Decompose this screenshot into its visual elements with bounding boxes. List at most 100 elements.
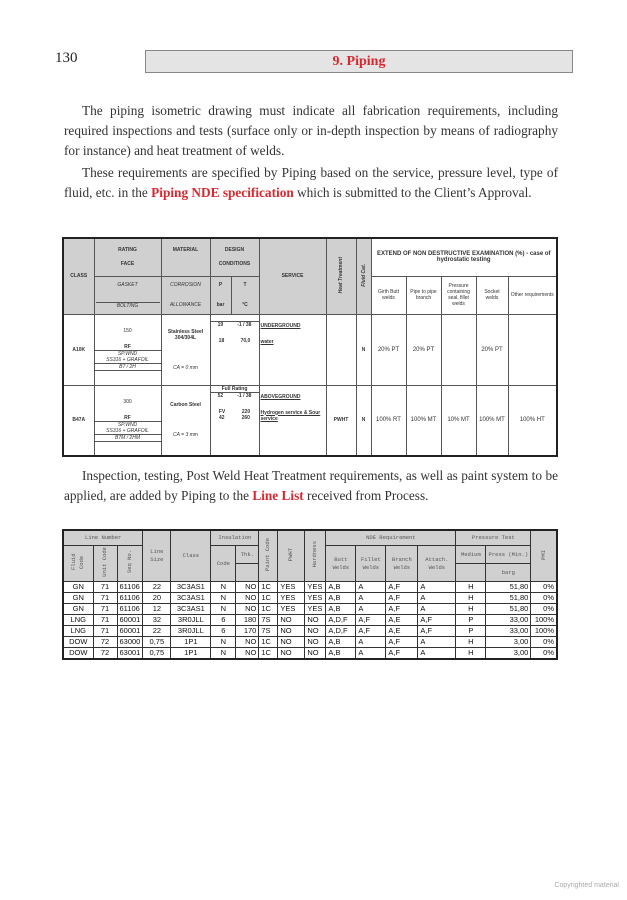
service2: Hydrogen service & Sour service: [260, 409, 321, 422]
table-cell: A: [355, 647, 387, 660]
table-cell: A,F: [385, 603, 419, 615]
pmi: PMI: [539, 549, 547, 560]
table-cell: 1C: [258, 636, 279, 648]
table-cell: 1C: [258, 581, 279, 593]
table-cell: A: [417, 647, 457, 660]
hdr-heat: Heat Treatment: [325, 237, 357, 315]
table-cell: H: [455, 636, 487, 648]
table-cell: A: [417, 581, 457, 593]
hardness: Hardness: [311, 541, 319, 568]
table-cell: NO: [277, 636, 306, 648]
material: Carbon Steel: [170, 402, 201, 409]
text: These requirements are specified by Pipi…: [64, 165, 558, 200]
rating-cell: 150 RF SP.WND SS316 + GRAFOIL B7 / 2H: [93, 313, 162, 386]
bolting: B7 / 2H: [94, 364, 161, 371]
fluid-code: Fluid Code: [70, 553, 86, 571]
table-cell: A: [417, 592, 457, 604]
table-cell: 51,80: [485, 581, 532, 593]
table-cell: 63000: [116, 636, 144, 648]
hdr-other: Other requirements: [507, 275, 558, 315]
text: which is submitted to the Client’s Appro…: [293, 185, 532, 200]
table-cell: 6: [210, 614, 237, 626]
gasket2: SS316 + GRAFOIL: [94, 357, 161, 364]
table-cell: H: [455, 581, 487, 593]
table-row: LNG 71 60001 22 3R0JLL 6 170 7S NO NO A,D,F A,F A,E A…: [62, 625, 558, 637]
paint-code: Paint Code: [264, 537, 272, 571]
table-cell: 3R0JLL: [170, 625, 212, 637]
table-cell: 60001: [116, 625, 144, 637]
hdr-insulation: Insulation: [210, 529, 260, 546]
table-cell: H: [455, 592, 487, 604]
table-cell: 61106: [116, 581, 144, 593]
degc: °C: [242, 302, 248, 308]
paragraph: The piping isometric drawing must indica…: [64, 103, 558, 158]
table-cell: 0%: [530, 581, 558, 593]
table-cell: A,E: [385, 614, 419, 626]
rating-cell: 300 RF SP.WND SS316 + GRAFOIL B7M / 2HM: [93, 384, 162, 457]
hdr-fluid: Fluid Cat.: [355, 237, 372, 315]
bolting: BOLTING: [95, 301, 160, 309]
design-cell: 19 -1 / 38 18 70,0: [209, 313, 260, 386]
p2: FV: [218, 408, 226, 415]
table-cell: 0%: [530, 647, 558, 660]
design: DESIGN: [224, 247, 245, 254]
hdr-line-number: Line Number: [62, 529, 144, 546]
paragraph: Inspection, testing, Post Weld Heat Trea…: [64, 466, 558, 506]
pipe-cell: 100% MT: [405, 384, 442, 457]
fluid-cat: Fluid Cat.: [360, 263, 367, 287]
conditions: CONDITIONS: [218, 261, 251, 268]
pressure-cell: 10% MT: [440, 384, 477, 457]
table-cell: A,F: [355, 625, 387, 637]
hdr-t: T °C: [230, 275, 260, 315]
table-cell: NO: [277, 625, 306, 637]
table-cell: 1P1: [170, 636, 212, 648]
table-cell: N: [210, 647, 237, 660]
allowance: ALLOWANCE: [169, 302, 202, 308]
table-row: GN 71 61106 22 3C3AS1 N NO 1C YES YES A,B A A,F A H 51,…: [62, 581, 558, 593]
bar: bar: [216, 302, 225, 308]
table-cell: A: [355, 581, 387, 593]
table-cell: GN: [62, 581, 94, 593]
hdr-gasket: GASKET BOLTING: [93, 275, 162, 315]
girth-cell: 100% RT: [370, 384, 407, 457]
pressure-cell: [440, 313, 477, 386]
table-cell: 71: [92, 581, 118, 593]
table-cell: NO: [304, 636, 327, 648]
table-cell: 0%: [530, 603, 558, 615]
t2: 70,0: [240, 337, 251, 344]
hdr-code: Code: [210, 545, 237, 582]
table-cell: A,B: [325, 647, 357, 660]
table-cell: P: [455, 625, 487, 637]
hdr-paint: Paint Code: [258, 529, 279, 582]
rating: RATING: [118, 247, 137, 254]
hdr-service: SERVICE: [258, 237, 327, 315]
table-cell: A,D,F: [325, 614, 357, 626]
gasket1: SP.WND: [117, 351, 138, 357]
material-cell: Stainless Steel 304/304L CA = 0 mm: [160, 313, 211, 386]
table-cell: 3C3AS1: [170, 592, 212, 604]
table-cell: 61106: [116, 592, 144, 604]
table-cell: A: [355, 592, 387, 604]
hdr-class: Class: [170, 529, 212, 582]
t3: 260: [241, 414, 250, 421]
line-list-link: Line List: [252, 488, 304, 503]
heat-cell: PWHT: [325, 384, 357, 457]
hdr-thk-unit: [235, 563, 260, 582]
hdr-pwht: PWHT: [277, 529, 306, 582]
body-text-2: Inspection, testing, Post Weld Heat Trea…: [64, 466, 558, 506]
table-cell: 7S: [258, 625, 279, 637]
table-cell: 71: [92, 614, 118, 626]
hdr-line-size: Line Size: [142, 529, 172, 582]
ca: CA = 3 mm: [173, 432, 198, 439]
table-cell: 170: [235, 625, 260, 637]
socket-cell: 20% PT: [475, 313, 509, 386]
table-row: B47A 300 RF SP.WND SS316 + GRAFOIL B7M / 2HM C…: [62, 384, 558, 457]
table-cell: 72: [92, 636, 118, 648]
hdr-pressure-test: Pressure Test: [455, 529, 532, 546]
table-cell: A,E: [385, 625, 419, 637]
service-cell: ABOVEGROUND Hydrogen service & Sour servi…: [258, 384, 327, 457]
table-cell: NO: [235, 636, 260, 648]
table-cell: 0%: [530, 592, 558, 604]
body-text: The piping isometric drawing must indica…: [64, 101, 558, 203]
